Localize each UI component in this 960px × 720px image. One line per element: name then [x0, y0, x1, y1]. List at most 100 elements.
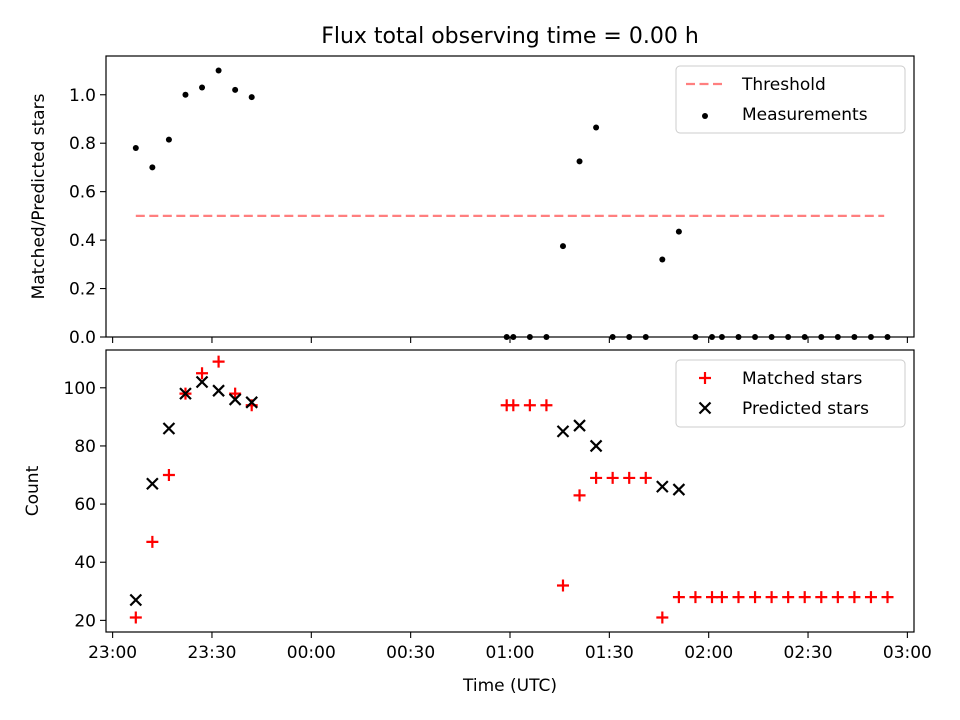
bottom-x-tick-label: 01:00 [486, 643, 535, 663]
matched-stars-marker [798, 591, 811, 604]
top-y-tick-label: 0.2 [69, 280, 96, 300]
matched-stars-marker [623, 471, 636, 484]
measurement-point [576, 158, 583, 165]
predicted-stars-marker [573, 419, 586, 432]
predicted-stars-marker [672, 483, 686, 496]
legend-predicted-swatch [698, 401, 712, 415]
measurement-point [215, 67, 222, 74]
measurement-point [818, 334, 825, 340]
predicted-stars-marker [162, 422, 176, 435]
measurement-point [503, 334, 510, 340]
matched-stars-marker [162, 469, 175, 482]
measurement-point [785, 334, 792, 340]
bottom-x-axis-label: Time (UTC) [462, 676, 557, 696]
measurement-point [526, 334, 533, 340]
measurement-point [718, 334, 725, 340]
bottom-x-tick-label: 01:30 [585, 643, 634, 663]
matched-stars-marker [815, 591, 828, 604]
measurement-point [801, 334, 808, 340]
measurement-point [709, 334, 715, 340]
top-y-tick-label: 0.0 [69, 328, 96, 348]
matched-stars-marker [689, 591, 702, 604]
matched-stars-marker [848, 591, 861, 604]
bottom-y-axis-label: Count [23, 465, 43, 516]
matched-stars-marker [732, 591, 745, 604]
measurement-point [867, 334, 874, 340]
matched-stars-marker [864, 591, 877, 604]
bottom-y-tick-label: 20 [74, 611, 96, 631]
matched-stars-marker [881, 591, 894, 604]
measurement-point [851, 334, 858, 340]
measurement-point [626, 334, 633, 340]
measurement-point [132, 145, 139, 152]
top-panel-axes: 0.0 0.2 0.4 0.6 0.8 1.0 Matched/Predicted star… [29, 55, 915, 348]
measurement-point [510, 334, 517, 340]
predicted-stars-marker [179, 387, 192, 400]
top-y-tick-label: 0.6 [69, 183, 96, 203]
measurement-point [884, 334, 891, 340]
bottom-x-tick-label: 00:00 [287, 643, 336, 663]
measurement-point [735, 334, 742, 340]
bottom-y-tick-label: 60 [74, 495, 96, 515]
matched-stars-marker [749, 591, 762, 604]
matched-stars-marker [507, 399, 520, 412]
measurement-point [149, 164, 156, 171]
bottom-panel-axes: 20 40 60 80 100 23:00 23:30 00:00 00:30 01:00 01:3… [23, 349, 932, 696]
measurement-point [768, 334, 775, 340]
legend-label: Predicted stars [742, 399, 869, 419]
bottom-x-tick-label: 02:00 [684, 643, 733, 663]
matched-stars-marker [782, 591, 795, 604]
matched-stars-marker [672, 591, 685, 604]
bottom-x-tick-label: 02:30 [784, 643, 833, 663]
matched-stars-marker [765, 591, 778, 604]
top-legend-box [675, 65, 906, 134]
bottom-x-tick-label: 03:00 [883, 643, 932, 663]
bottom-x-tick-label: 23:30 [187, 643, 236, 663]
measurement-point [834, 334, 841, 340]
matched-stars-marker [146, 535, 159, 548]
predicted-stars-marker [212, 384, 225, 397]
measurement-point [642, 334, 649, 340]
predicted-stars-marker [228, 393, 242, 406]
matched-stars-marker [639, 471, 652, 484]
measurement-point [248, 94, 255, 101]
measurement-point [199, 84, 206, 91]
matched-stars-marker [196, 367, 209, 380]
matched-stars-marker [590, 471, 603, 484]
matched-stars-marker [540, 399, 553, 412]
matched-stars-marker [129, 611, 142, 624]
bottom-y-tick-label: 80 [74, 437, 96, 457]
matched-stars-marker [573, 489, 586, 502]
matched-stars-marker [556, 579, 569, 592]
measurement-point [659, 256, 666, 263]
bottom-y-tick-label: 100 [64, 379, 96, 399]
legend-label: Matched stars [742, 369, 862, 389]
bottom-x-tick-label: 00:30 [386, 643, 435, 663]
predicted-stars-marker [656, 480, 669, 493]
legend-measurements-swatch [702, 113, 708, 119]
predicted-stars-marker [245, 396, 258, 409]
matched-stars-marker [606, 471, 619, 484]
measurement-point [593, 124, 600, 131]
predicted-stars-marker [589, 439, 603, 453]
matched-stars-marker [831, 591, 844, 604]
matched-stars-marker [229, 387, 242, 400]
bottom-legend-box [675, 359, 906, 428]
matched-stars-marker [523, 399, 536, 412]
measurement-point [543, 334, 550, 340]
predicted-stars-marker [129, 593, 143, 607]
bottom-x-tick-label: 23:00 [88, 643, 137, 663]
measurement-point [559, 243, 566, 250]
bottom-y-tick-label: 40 [74, 553, 96, 573]
measurement-point [752, 334, 759, 340]
matched-stars-marker [715, 591, 728, 604]
measurement-point [692, 334, 699, 340]
matched-stars-marker [212, 355, 225, 368]
chart-title: Flux total observing time = 0.00 h [321, 24, 699, 49]
top-y-axis-label: Matched/Predicted stars [29, 93, 49, 299]
measurement-point [675, 228, 682, 235]
predicted-stars-marker [556, 425, 570, 438]
predicted-stars-marker [146, 477, 159, 491]
measurement-point [609, 334, 616, 340]
